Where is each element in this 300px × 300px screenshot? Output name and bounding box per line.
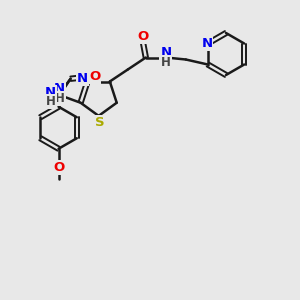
Text: N: N [201,37,212,50]
Text: H: H [161,56,171,69]
Text: O: O [137,30,148,43]
Text: N: N [160,46,171,59]
Text: N: N [54,82,65,95]
Text: O: O [53,161,64,174]
Text: N: N [77,72,88,85]
Text: N: N [45,86,56,99]
Text: H: H [46,95,56,108]
Text: O: O [89,70,100,83]
Text: S: S [95,116,104,129]
Text: H: H [55,92,64,105]
